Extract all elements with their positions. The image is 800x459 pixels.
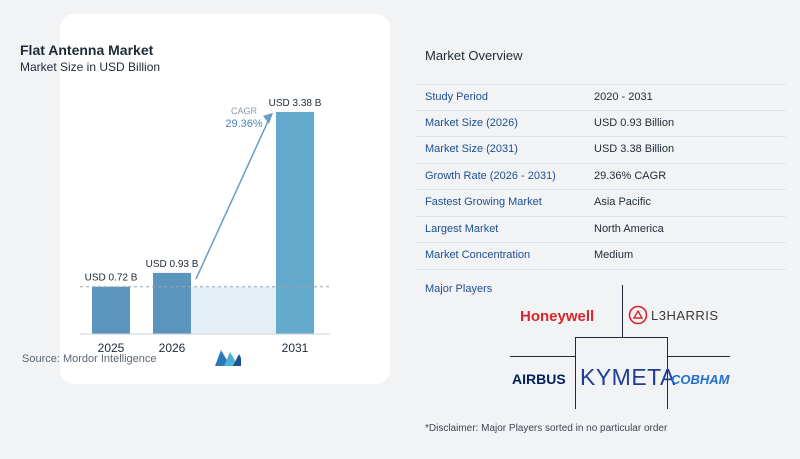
overview-row-label: Study Period [425, 91, 488, 103]
overview-row: Fastest Growing Market Asia Pacific [416, 190, 786, 217]
overview-row-label: Largest Market [425, 222, 499, 235]
cagr-value: 29.36% [225, 118, 263, 130]
l3harris-logo: L3HARRIS [651, 308, 719, 323]
l3harris-emblem-icon [628, 305, 648, 325]
overview-row-value: Asia Pacific [594, 196, 651, 208]
overview-row-label: Growth Rate (2026 - 2031) [425, 169, 556, 182]
overview-row: Market Size (2031) USD 3.38 Billion [416, 137, 786, 164]
cagr-label: CAGR [231, 106, 258, 116]
data-label-2025: USD 0.72 B [85, 273, 138, 284]
overview-row: Market Size (2026) USD 0.93 Billion [416, 111, 786, 137]
bar-2026 [153, 272, 191, 334]
chart-title: Flat Antenna Market [20, 42, 154, 58]
growth-band [191, 286, 276, 334]
overview-row-label: Market Size (2031) [425, 143, 518, 155]
overview-row: Growth Rate (2026 - 2031) 29.36% CAGR [416, 164, 786, 190]
bar-2025 [92, 286, 130, 334]
overview-row: Largest Market North America [416, 217, 786, 243]
bar-chart: USD 0.72 B 2025 USD 0.93 B 2026 USD 3.38 B 20… [80, 98, 330, 355]
overview-row-value: 2020 - 2031 [594, 91, 653, 103]
growth-arrow [195, 116, 271, 280]
overview-row-value: USD 0.93 Billion [594, 116, 675, 129]
bar-2031 [276, 111, 314, 335]
overview-row-value: USD 3.38 Billion [594, 143, 675, 155]
overview-row-label: Fastest Growing Market [425, 196, 542, 208]
data-label-2031: USD 3.38 B [269, 98, 322, 109]
x-tick-label-2031: 2031 [282, 341, 309, 355]
mordor-logo-icon [215, 350, 241, 366]
x-tick-label-2025: 2025 [98, 341, 125, 355]
overview-row-label: Market Concentration [425, 249, 531, 261]
logo-divider [510, 356, 575, 357]
kymeta-logo: KYMETA [580, 364, 676, 390]
honeywell-logo: Honeywell [520, 308, 595, 325]
overview-title: Market Overview [425, 48, 523, 63]
logo-divider [622, 285, 623, 337]
overview-row-value: 29.36% CAGR [594, 169, 667, 182]
airbus-logo: AIRBUS [512, 371, 566, 387]
overview-row-value: Medium [594, 249, 634, 261]
logo-divider [575, 337, 667, 338]
data-label-2026: USD 0.93 B [146, 259, 199, 270]
logo-divider [667, 337, 668, 409]
logo-divider [667, 356, 730, 357]
cobham-logo: COBHAM [671, 372, 730, 387]
disclaimer: *Disclaimer: Major Players sorted in no … [425, 423, 668, 434]
source-note: Source: Mordor Intelligence [22, 353, 157, 365]
logo-divider [575, 337, 576, 409]
overview-table: Study Period 2020 - 2031 Market Size (2026… [416, 84, 786, 270]
chart-subtitle: Market Size in USD Billion [20, 60, 161, 74]
major-players-title: Major Players [425, 283, 493, 295]
overview-row-value: North America [594, 222, 664, 235]
growth-arrow-head [263, 112, 273, 124]
x-tick-label-2026: 2026 [159, 341, 186, 355]
major-players-logos: Honeywell L3HARRIS AIRBUS KYMETA COBHAM [510, 285, 730, 410]
overview-row-label: Market Size (2026) [425, 116, 518, 129]
overview-row: Study Period 2020 - 2031 [416, 84, 786, 111]
overview-row: Market Concentration Medium [416, 243, 786, 270]
